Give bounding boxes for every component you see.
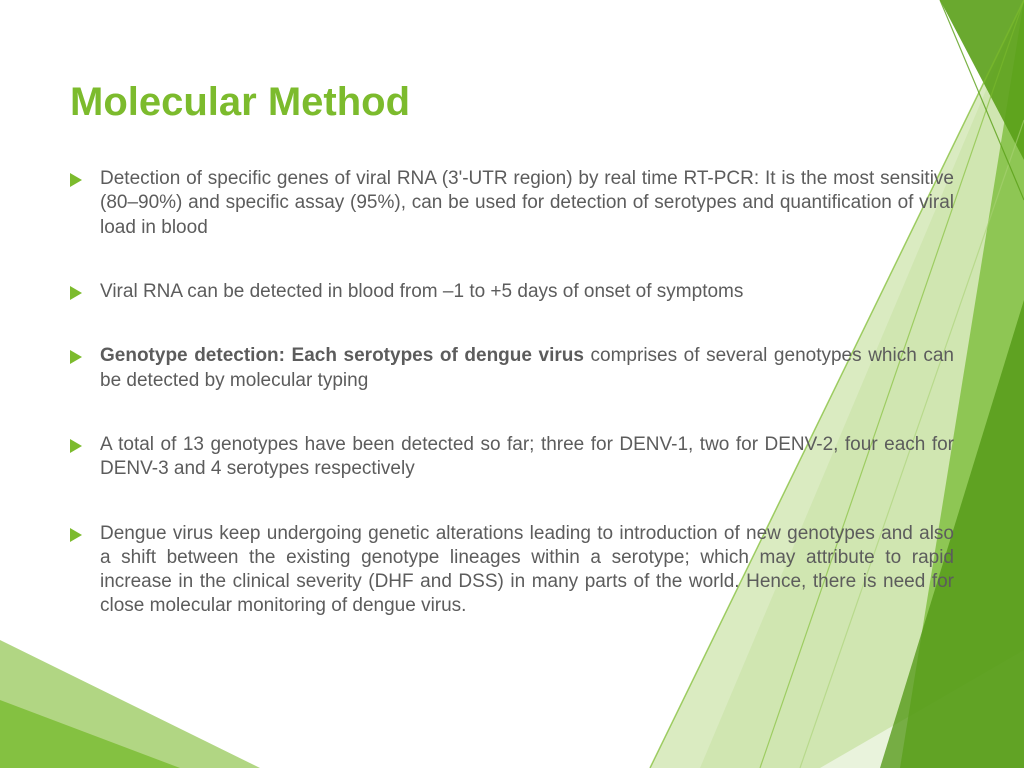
text-run: A total of 13 genotypes have been detect…	[100, 434, 954, 479]
bullet-arrow-icon	[70, 439, 82, 453]
text-run: Dengue virus keep undergoing genetic alt…	[100, 523, 954, 617]
bullet-item: Genotype detection: Each serotypes of de…	[70, 344, 954, 393]
bullet-item: Dengue virus keep undergoing genetic alt…	[70, 522, 954, 619]
slide-title: Molecular Method	[70, 80, 954, 125]
bullet-text: A total of 13 genotypes have been detect…	[100, 433, 954, 482]
text-run: Detection of specific genes of viral RNA…	[100, 168, 954, 238]
text-run: Genotype detection: Each serotypes of de…	[100, 345, 591, 366]
bullet-text: Detection of specific genes of viral RNA…	[100, 167, 954, 240]
bullet-arrow-icon	[70, 286, 82, 300]
bullet-arrow-icon	[70, 350, 82, 364]
bullet-text: Viral RNA can be detected in blood from …	[100, 280, 954, 304]
bullet-item: A total of 13 genotypes have been detect…	[70, 433, 954, 482]
bullet-list: Detection of specific genes of viral RNA…	[70, 167, 954, 619]
bullet-text: Dengue virus keep undergoing genetic alt…	[100, 522, 954, 619]
bullet-arrow-icon	[70, 528, 82, 542]
bullet-item: Viral RNA can be detected in blood from …	[70, 280, 954, 304]
bullet-text: Genotype detection: Each serotypes of de…	[100, 344, 954, 393]
slide-content: Molecular Method Detection of specific g…	[0, 0, 1024, 699]
bullet-arrow-icon	[70, 173, 82, 187]
bullet-item: Detection of specific genes of viral RNA…	[70, 167, 954, 240]
text-run: Viral RNA can be detected in blood from …	[100, 281, 743, 302]
